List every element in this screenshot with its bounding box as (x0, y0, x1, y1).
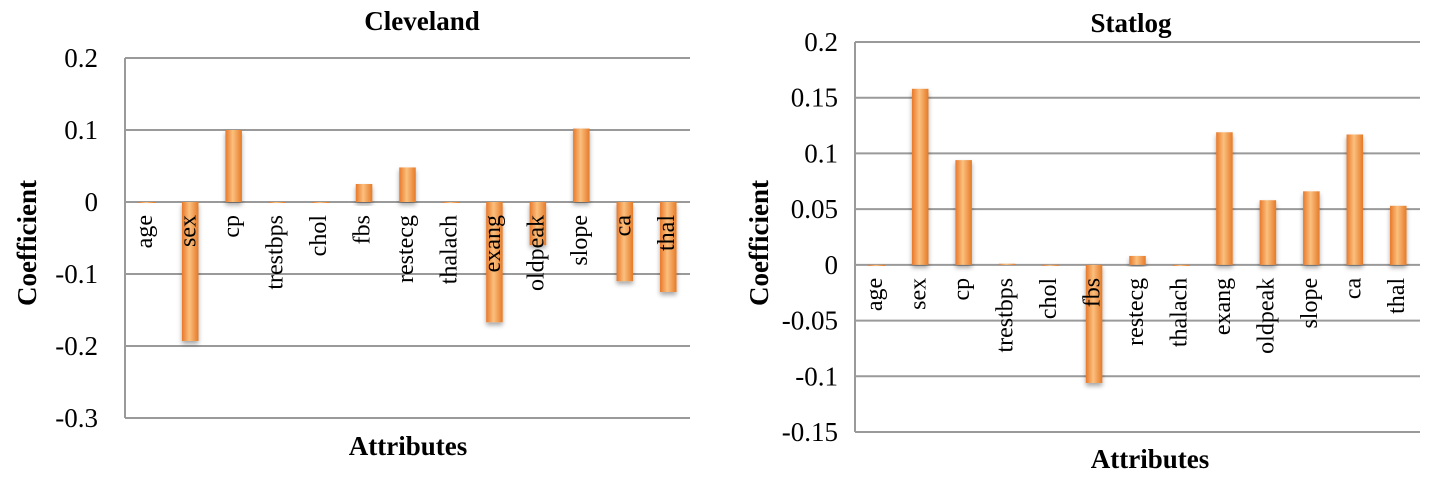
category-label: ca (1340, 278, 1366, 300)
y-tick-label: 0.15 (791, 83, 838, 113)
bar-cp (955, 160, 972, 265)
category-label: fbs (1080, 278, 1106, 307)
bar-slope (1303, 191, 1320, 265)
bars (868, 88, 1407, 383)
category-label: restecg (1123, 278, 1149, 346)
chart-title: Cleveland (364, 6, 480, 36)
bar-thalach (1172, 264, 1190, 266)
y-tick-label: -0.05 (782, 306, 838, 336)
category-label: exang (480, 215, 506, 272)
category-label: age (132, 215, 158, 248)
category-label: thalach (1166, 278, 1192, 347)
category-label: slope (1297, 278, 1323, 329)
bar-oldpeak (1259, 200, 1277, 265)
bar-ca (1346, 134, 1364, 265)
y-tick-label: 0.1 (64, 115, 98, 145)
bar-chol (312, 202, 329, 203)
y-tick-labels: 0.2 0.15 0.1 0.05 0 -0.05 -0.1 -0.15 (782, 27, 838, 447)
category-label: sex (176, 215, 202, 247)
category-label: cp (949, 278, 975, 301)
y-axis-title: Coefficient (744, 180, 774, 306)
category-label: sex (906, 278, 932, 310)
bar-restecg (399, 167, 416, 202)
category-label: cp (219, 215, 245, 238)
bar-thal (660, 202, 677, 292)
bar-thalach (442, 202, 460, 203)
category-label: exang (1210, 278, 1236, 335)
bar-thal (1390, 205, 1407, 265)
category-label: chol (306, 215, 332, 257)
category-label: ca (610, 215, 636, 237)
y-tick-label: 0.2 (804, 27, 838, 57)
chart-cleveland: Cleveland 0.2 0.1 0 -0.1 -0.2 -0.3 age sex cp tr… (12, 6, 690, 461)
category-label: thal (654, 215, 680, 251)
y-tick-label: -0.3 (55, 403, 98, 433)
bar-sex (911, 88, 929, 265)
category-label: oldpeak (1253, 278, 1279, 354)
x-axis-title: Attributes (349, 431, 467, 461)
bar-age (138, 202, 155, 203)
category-label: restecg (393, 215, 419, 283)
bar-oldpeak (529, 202, 547, 246)
bar-age (868, 264, 885, 266)
bar-restecg (1129, 255, 1146, 265)
bar-trestbps (998, 263, 1016, 265)
y-tick-label: 0.1 (804, 138, 838, 168)
bars (138, 128, 677, 341)
y-tick-label: -0.15 (782, 417, 838, 447)
y-tick-label: 0.2 (64, 43, 98, 73)
y-tick-label: -0.1 (795, 361, 838, 391)
category-label: thalach (436, 215, 462, 284)
y-tick-label: 0.05 (791, 194, 838, 224)
chart-statlog: Statlog 0.2 0.15 0.1 0.05 0 -0.05 -0.1 -0.15 ag… (744, 8, 1420, 474)
gridlines (124, 57, 690, 419)
chart-title: Statlog (1091, 8, 1173, 38)
category-label: trestbps (263, 215, 289, 290)
bar-ca (616, 202, 634, 282)
bar-fbs (355, 184, 373, 202)
bar-fbs (1085, 264, 1103, 383)
category-label: chol (1036, 278, 1062, 320)
category-label: fbs (350, 215, 376, 244)
bar-exang (1216, 132, 1233, 265)
y-tick-labels: 0.2 0.1 0 -0.1 -0.2 -0.3 (55, 43, 98, 433)
gridlines (854, 41, 1420, 433)
category-label: slope (567, 215, 593, 266)
bar-chol (1042, 264, 1059, 266)
category-labels: age sex cp trestbps chol fbs restecg thalach exa… (132, 215, 680, 291)
bar-trestbps (268, 202, 286, 203)
y-tick-label: -0.1 (55, 259, 98, 289)
y-axis-title: Coefficient (12, 180, 42, 306)
category-label: age (862, 278, 888, 311)
category-label: oldpeak (523, 215, 549, 291)
y-tick-label: 0 (85, 187, 99, 217)
bar-sex (181, 202, 199, 341)
category-label: trestbps (993, 278, 1019, 353)
y-tick-label: 0 (825, 250, 839, 280)
bar-slope (573, 128, 590, 202)
bar-exang (486, 202, 503, 323)
category-labels: age sex cp trestbps chol fbs restecg thalach exa… (862, 278, 1410, 354)
bar-cp (225, 130, 242, 202)
x-axis-title: Attributes (1091, 444, 1209, 474)
category-label: thal (1384, 278, 1410, 314)
y-tick-label: -0.2 (55, 331, 98, 361)
